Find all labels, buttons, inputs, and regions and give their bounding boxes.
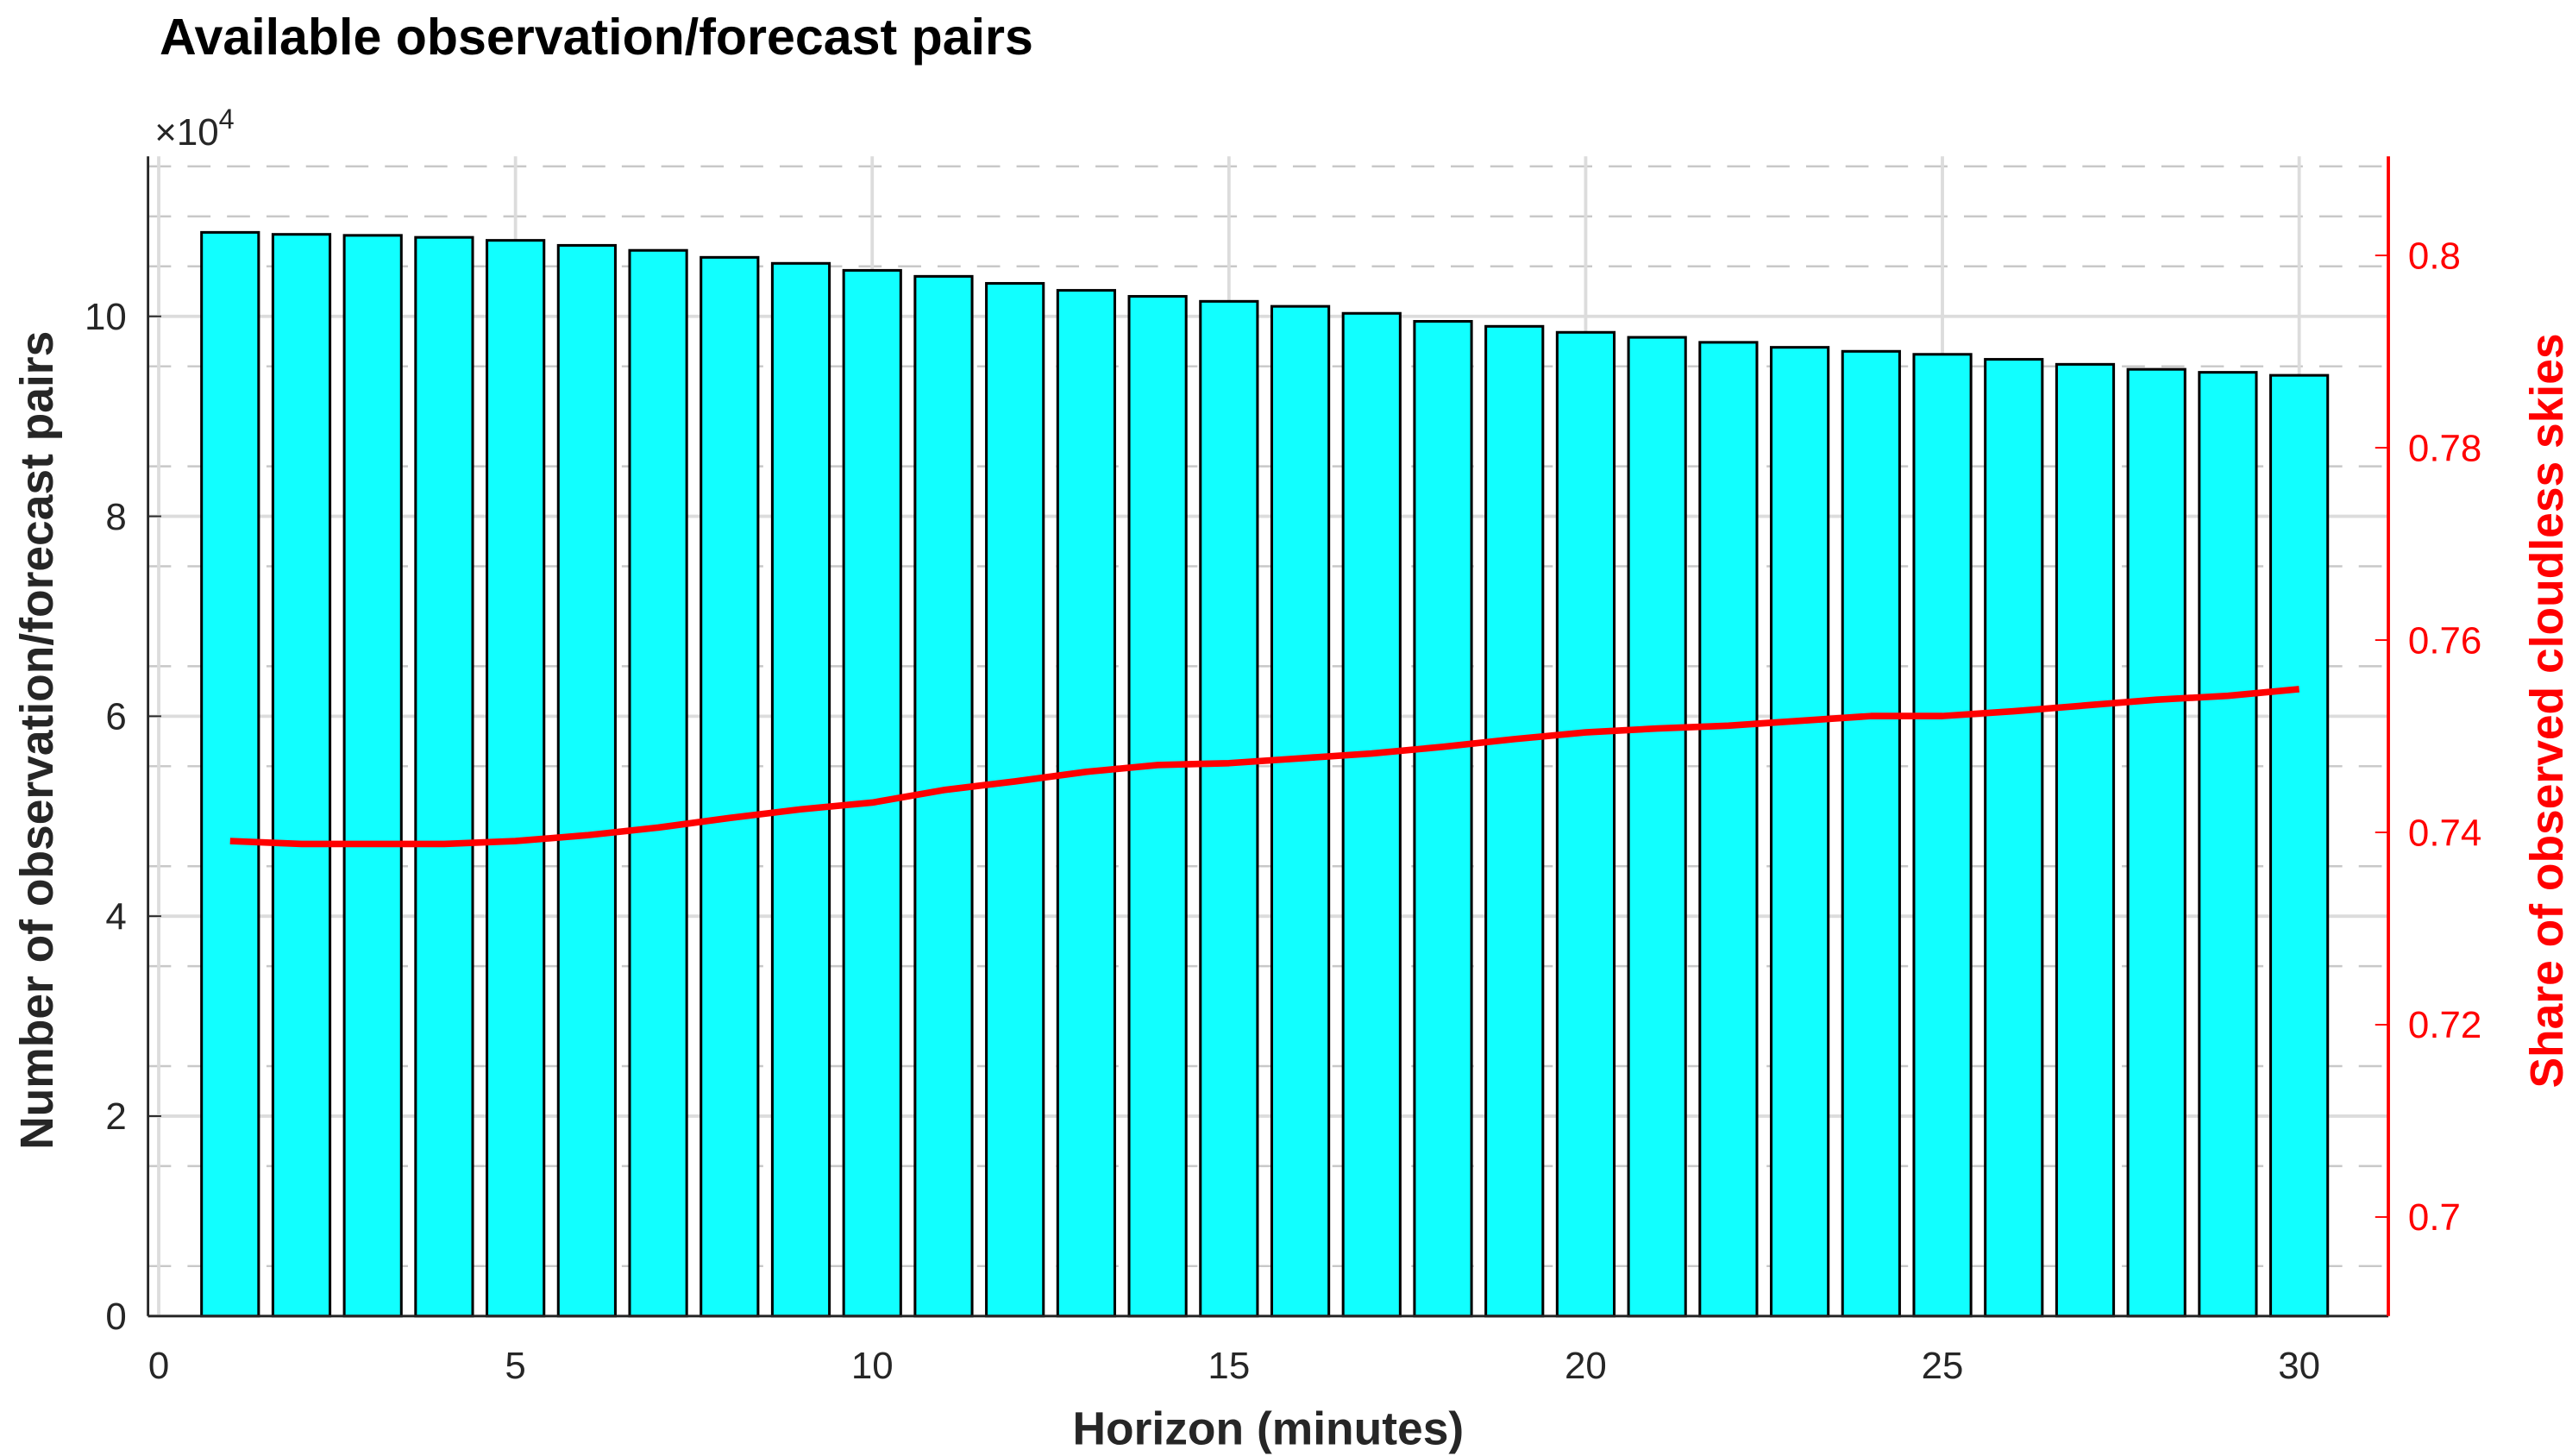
share-line (229, 686, 2299, 848)
y-tick-label: 4 (105, 895, 126, 938)
bar (2055, 362, 2116, 1318)
bar (342, 234, 403, 1318)
share-line-path (229, 686, 2299, 848)
bar (1769, 346, 1830, 1318)
bar (1627, 336, 1687, 1318)
y-axis-label: Number of observation/forecast pairs (12, 331, 63, 1150)
bar (1984, 358, 2044, 1318)
x-tick-label: 15 (1208, 1345, 1250, 1387)
y-right-tick-label: 0.8 (2408, 235, 2461, 277)
bar (556, 243, 617, 1318)
y-right-tick-label: 0.72 (2408, 1004, 2481, 1046)
x-tick-label: 25 (1922, 1345, 1964, 1387)
bars (200, 230, 2330, 1318)
bar (1270, 304, 1331, 1318)
y-tick-label: 6 (105, 696, 126, 738)
bar (2269, 373, 2330, 1318)
y-tick-label: 10 (85, 296, 127, 338)
bar (700, 255, 760, 1318)
y-tick-label: 0 (105, 1296, 126, 1338)
x-tick-label: 5 (505, 1345, 525, 1387)
bar (1341, 311, 1402, 1318)
x-axis-label: Horizon (minutes) (1073, 1404, 1465, 1455)
bar (2126, 367, 2186, 1318)
y-right-tick-label: 0.7 (2408, 1196, 2461, 1239)
bar (1056, 289, 1117, 1318)
bar (486, 239, 546, 1318)
bar (1698, 341, 1759, 1318)
bar (2198, 371, 2258, 1318)
bar (1127, 295, 1188, 1318)
y-axis-right-label: Share of observed cloudless skies (2522, 333, 2566, 1088)
y-right-tick-label: 0.74 (2408, 812, 2481, 854)
bar (1555, 330, 1616, 1318)
bar (628, 248, 688, 1318)
chart-title: Available observation/forecast pairs (160, 8, 1033, 66)
bar (842, 268, 902, 1318)
bar (414, 235, 474, 1318)
grid (147, 156, 2389, 1318)
y-right-tick-label: 0.76 (2408, 619, 2481, 662)
bar (1912, 353, 1973, 1318)
x-tick-label: 0 (148, 1345, 169, 1387)
bar (1413, 320, 1473, 1318)
bar (271, 233, 332, 1318)
x-tick-label: 20 (1565, 1345, 1607, 1387)
y-tick-label: 2 (105, 1095, 126, 1138)
bar (1484, 324, 1545, 1318)
axes: 0 2 4 6 8 10 0 5 10 15 20 25 30 0.7 0.72 0.74 0.76 0.78 0.… (85, 156, 2481, 1387)
bar (1841, 349, 1901, 1318)
x-tick-label: 30 (2278, 1345, 2320, 1387)
bar (200, 230, 260, 1318)
x-tick-label: 10 (851, 1345, 894, 1387)
y-right-tick-label: 0.78 (2408, 427, 2481, 469)
bar (770, 261, 831, 1318)
y-tick-label: 8 (105, 496, 126, 538)
bar (1199, 299, 1259, 1318)
bar (985, 281, 1045, 1318)
y-exponent: ×104 (154, 104, 234, 154)
